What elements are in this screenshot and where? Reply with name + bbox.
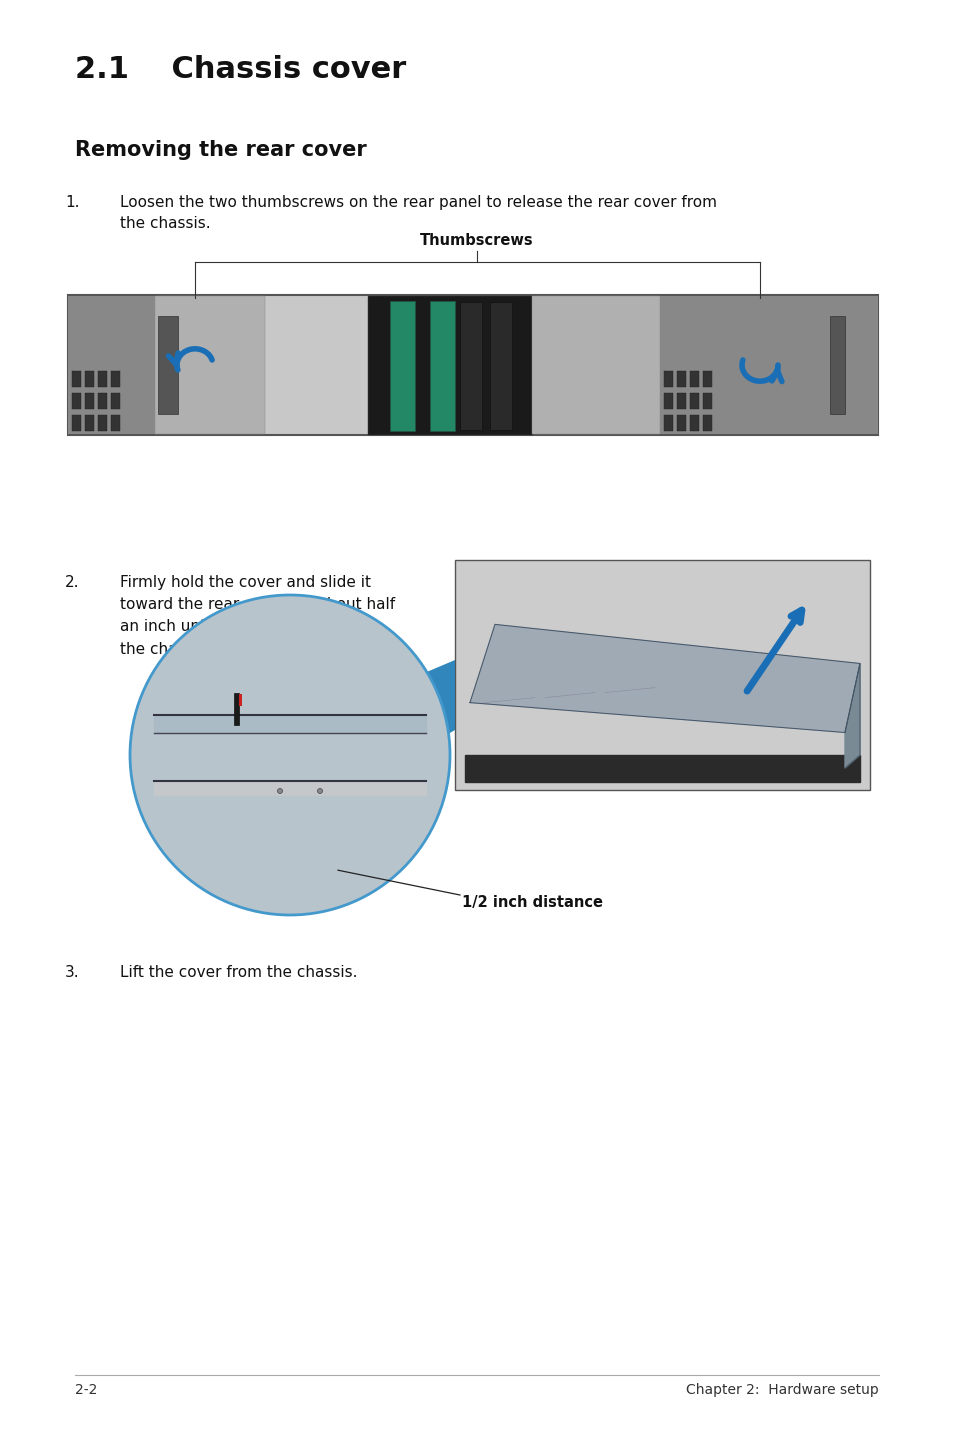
Text: 2-2: 2-2 [75,1383,97,1396]
Bar [390,301,415,431]
Bar [702,393,711,408]
Bar [158,316,178,414]
Bar [702,416,711,431]
Bar [71,393,81,408]
Polygon shape [844,663,859,768]
Bar [71,371,81,387]
Circle shape [317,788,322,794]
Bar [111,393,120,408]
Bar [663,416,672,431]
Bar [532,296,659,434]
Text: 2.1    Chassis cover: 2.1 Chassis cover [75,55,406,83]
Polygon shape [470,624,859,732]
Bar [238,695,241,706]
Bar [659,296,877,434]
Text: 1.: 1. [65,196,79,210]
Bar [111,371,120,387]
Bar [829,316,844,414]
Bar [490,302,512,430]
Bar [68,296,154,434]
Text: Thumbscrews: Thumbscrews [419,233,534,247]
Bar [233,693,239,725]
Polygon shape [464,755,859,782]
Bar [689,416,699,431]
Bar [68,295,877,436]
Text: Removing the rear cover: Removing the rear cover [75,139,366,160]
Text: 3.: 3. [65,965,79,981]
Bar [85,416,94,431]
Text: Lift the cover from the chassis.: Lift the cover from the chassis. [120,965,357,981]
Bar [689,393,699,408]
Polygon shape [290,660,455,800]
Circle shape [277,788,282,794]
Text: 1/2 inch distance: 1/2 inch distance [461,894,602,910]
Bar [430,301,455,431]
Bar [368,296,532,434]
Bar [677,416,685,431]
Bar [459,302,481,430]
Bar [71,416,81,431]
Text: Loosen the two thumbscrews on the rear panel to release the rear cover from
the : Loosen the two thumbscrews on the rear p… [120,196,717,232]
Bar [85,371,94,387]
Bar [455,559,869,789]
Text: 2.: 2. [65,575,79,590]
Text: Firmly hold the cover and slide it
toward the rear panel for about half
an inch : Firmly hold the cover and slide it towar… [120,575,395,657]
Bar [663,371,672,387]
Text: Chapter 2:  Hardware setup: Chapter 2: Hardware setup [685,1383,878,1396]
Bar [154,296,265,434]
Bar [677,393,685,408]
Bar [98,371,107,387]
Bar [98,416,107,431]
Bar [663,393,672,408]
Bar [702,371,711,387]
Circle shape [130,595,450,915]
Bar [98,393,107,408]
Bar [677,371,685,387]
Bar [111,416,120,431]
Bar [689,371,699,387]
Bar [85,393,94,408]
